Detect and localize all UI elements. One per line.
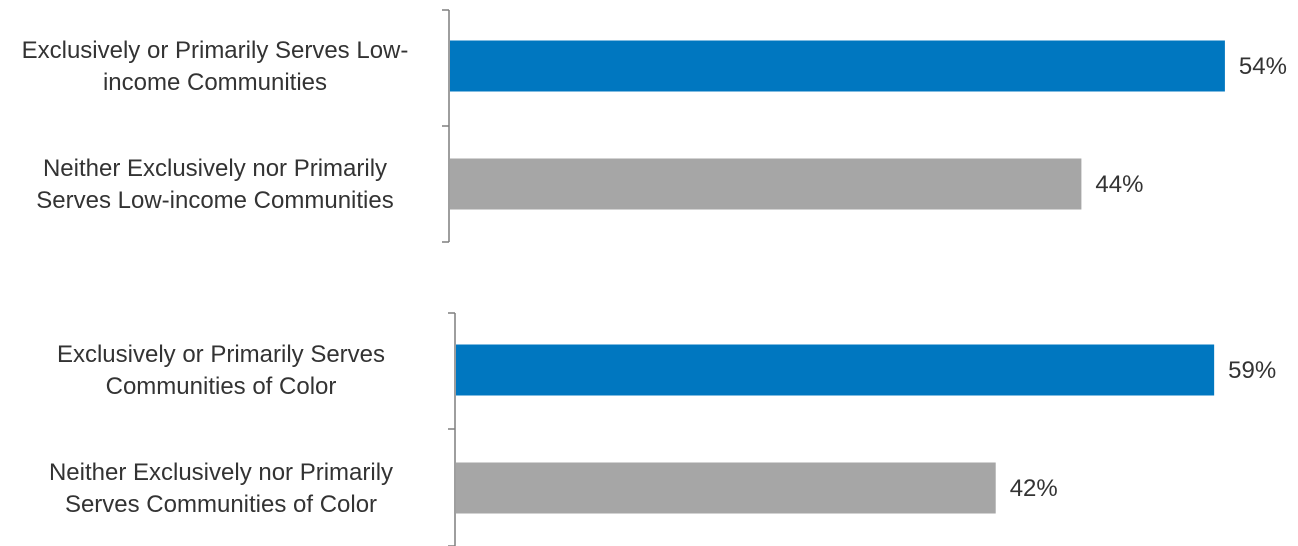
bar-neither-exclusively-nor-primarily-serves-low-income-communities (450, 158, 1082, 210)
chart-panel-communities-of-color: 59% Exclusively or Primarily Serves Commun… (49, 312, 1276, 546)
category-label-line: Serves Communities of Color (65, 491, 377, 518)
bar-exclusively-or-primarily-serves-communities-of-color (456, 344, 1215, 396)
category-label-line: Neither Exclusively nor Primarily (43, 155, 387, 182)
category-label-line: income Communities (103, 69, 327, 96)
bar-exclusively-or-primarily-serves-low-income-communities (450, 40, 1225, 92)
category-label: Exclusively or Primarily Serves Communiti… (57, 341, 385, 400)
data-label: 42% (1010, 475, 1058, 502)
bar-neither-exclusively-nor-primarily-serves-communities-of-color (456, 462, 996, 514)
category-label-line: Serves Low-income Communities (36, 187, 393, 214)
data-label: 59% (1228, 357, 1276, 384)
data-label: 44% (1095, 171, 1143, 198)
data-label: 54% (1239, 53, 1287, 80)
category-label: Neither Exclusively nor Primarily Serves … (49, 459, 393, 518)
category-label-line: Exclusively or Primarily Serves (57, 341, 385, 368)
category-label: Neither Exclusively nor Primarily Serves … (36, 155, 393, 214)
category-label-line: Neither Exclusively nor Primarily (49, 459, 393, 486)
category-label: Exclusively or Primarily Serves Low-inco… (22, 37, 409, 96)
category-label-line: Communities of Color (106, 373, 337, 400)
chart-panel-low-income: 54% Exclusively or Primarily Serves Low-i… (22, 9, 1287, 243)
category-label-line: Exclusively or Primarily Serves Low- (22, 37, 409, 64)
